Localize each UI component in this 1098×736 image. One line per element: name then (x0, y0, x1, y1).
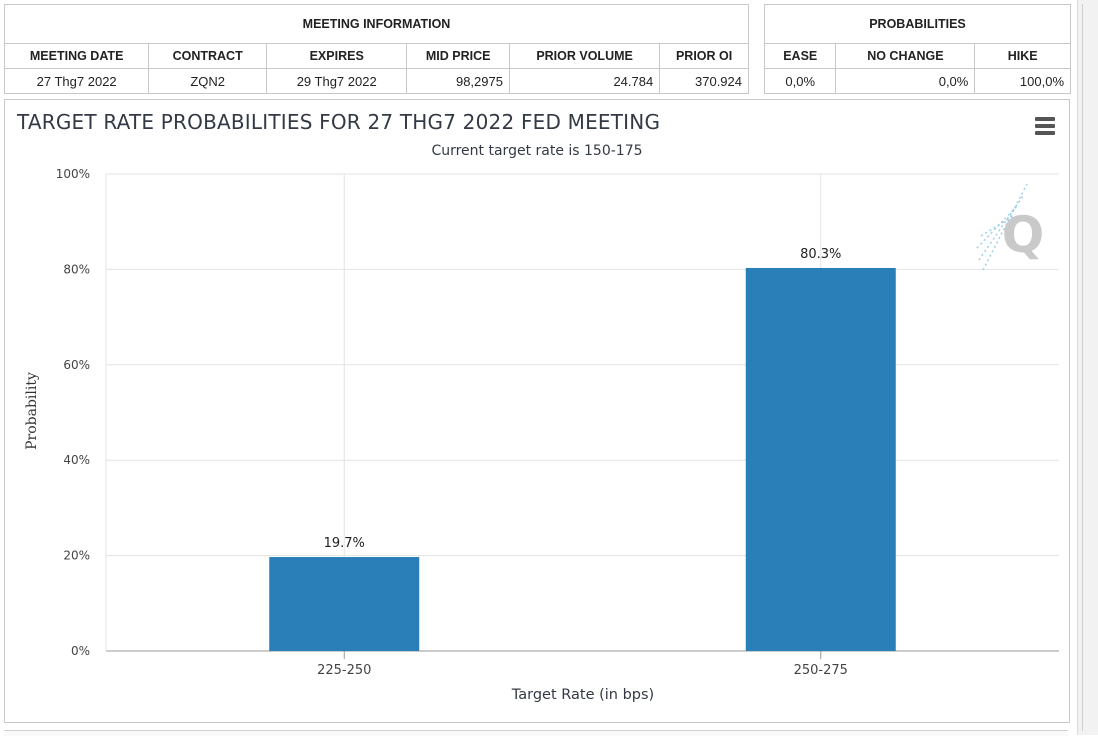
x-axis-ticks: 225-250 250-275 (317, 651, 848, 678)
y-axis-label: Probability (24, 372, 40, 450)
chart-subtitle: Current target rate is 150-175 (431, 143, 643, 159)
value-prior-volume: 24.784 (508, 68, 661, 94)
probabilities-title: PROBABILITIES (764, 4, 1071, 44)
header-contract: CONTRACT (148, 43, 268, 69)
bar-250-275[interactable] (745, 267, 896, 651)
y-tick-label: 0% (71, 644, 90, 658)
meeting-info-table: MEETING INFORMATION MEETING DATE CONTRAC… (3, 4, 749, 94)
hamburger-menu-icon[interactable] (1035, 117, 1055, 135)
y-tick-label: 40% (63, 453, 90, 467)
value-expires: 29 Thg7 2022 (266, 68, 408, 94)
value-contract: ZQN2 (148, 68, 268, 94)
value-mid-price: 98,2975 (406, 68, 510, 94)
y-axis-ticks: 0% 20% 40% 60% 80% 100% (56, 167, 90, 658)
x-tick-label: 225-250 (317, 663, 371, 678)
y-tick-label: 100% (56, 167, 90, 181)
value-hike: 100,0% (974, 68, 1071, 94)
header-meeting-date: MEETING DATE (3, 43, 150, 69)
grid-lines (105, 173, 1059, 652)
header-prior-oi: PRIOR OI (659, 43, 749, 69)
y-tick-label: 60% (63, 358, 90, 372)
probabilities-table: PROBABILITIES EASE NO CHANGE HIKE 0,0% 0… (763, 4, 1071, 94)
value-no-change: 0,0% (835, 68, 976, 94)
header-no-change: NO CHANGE (835, 43, 976, 69)
value-meeting-date: 27 Thg7 2022 (3, 68, 150, 94)
x-tick-label: 250-275 (794, 663, 848, 678)
chart-panel: 0% 20% 40% 60% 80% 100% 19.7% 80.3% 225-250 250… (4, 99, 1070, 723)
header-ease: EASE (763, 43, 837, 69)
bar-data-label: 19.7% (324, 536, 365, 551)
header-expires: EXPIRES (266, 43, 408, 69)
header-prior-volume: PRIOR VOLUME (508, 43, 661, 69)
bar-chart: 0% 20% 40% 60% 80% 100% 19.7% 80.3% 225-250 250… (24, 167, 1059, 703)
y-tick-label: 20% (63, 549, 90, 563)
meeting-info-title: MEETING INFORMATION (4, 4, 749, 44)
bar-225-250[interactable] (269, 557, 420, 651)
svg-text:Q: Q (1002, 206, 1045, 264)
quikstrike-logo-icon: Q (976, 183, 1045, 271)
value-prior-oi: 370.924 (659, 68, 749, 94)
bottom-panel-edge (4, 730, 1068, 736)
data-labels: 19.7% 80.3% (324, 247, 842, 551)
chart-title: TARGET RATE PROBABILITIES FOR 27 THG7 20… (17, 110, 661, 134)
bars (269, 267, 896, 651)
value-ease: 0,0% (763, 68, 837, 94)
scrollbar-track[interactable] (1082, 4, 1095, 731)
x-axis-label: Target Rate (in bps) (511, 687, 654, 703)
vertical-scrollbar[interactable] (1077, 0, 1098, 735)
header-hike: HIKE (974, 43, 1071, 69)
header-mid-price: MID PRICE (406, 43, 510, 69)
bar-data-label: 80.3% (800, 247, 841, 262)
y-tick-label: 80% (63, 262, 90, 276)
